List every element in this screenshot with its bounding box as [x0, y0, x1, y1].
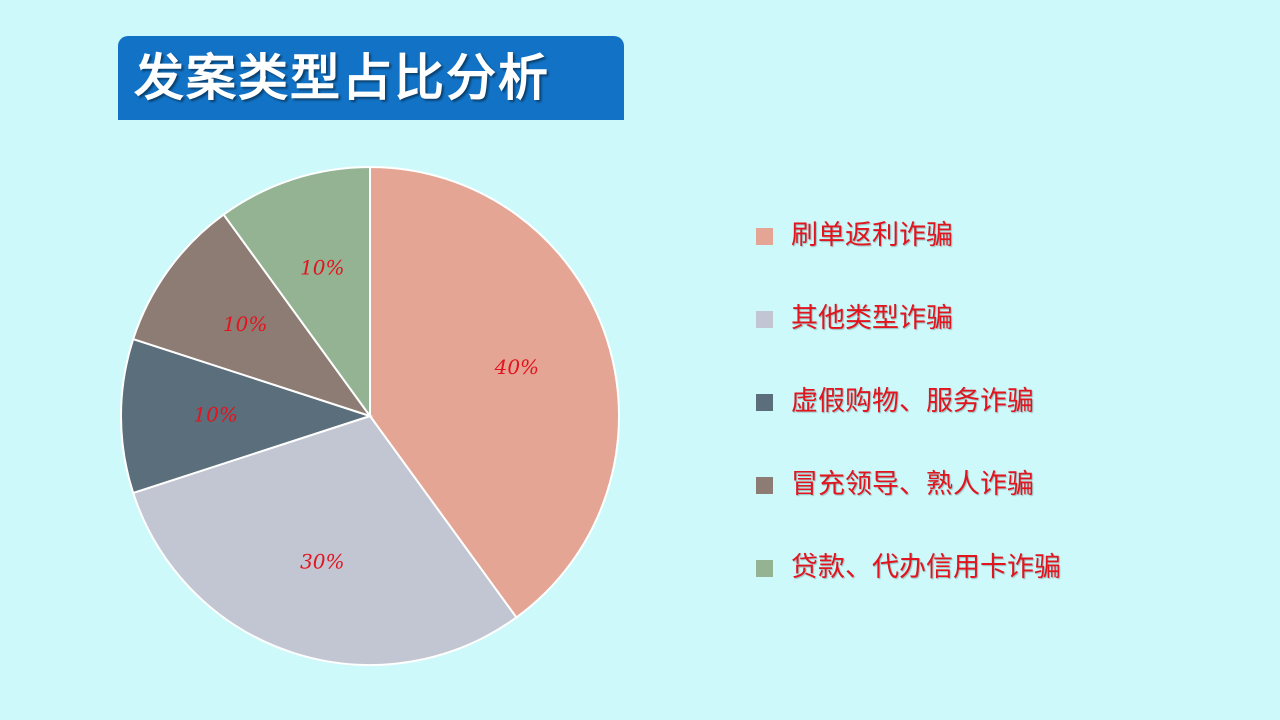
legend-swatch — [756, 311, 773, 328]
legend-swatch — [756, 477, 773, 494]
pie-slice-3 — [120, 337, 374, 495]
page-title: 发案类型占比分析 — [134, 49, 550, 107]
chart-legend: 刷单返利诈骗 其他类型诈骗虚假购物、服务诈骗 冒充领导、熟人诈骗 贷款、代办信用卡诈骗 — [756, 216, 1061, 631]
legend-item-2: 其他类型诈骗 — [756, 299, 1061, 382]
pie-slice-2 — [131, 414, 518, 666]
legend-label: 其他类型诈骗 — [791, 303, 953, 334]
pie-slice-5 — [222, 165, 371, 420]
data-label-2: 30% — [300, 549, 344, 573]
legend-item-4: 冒充领导、熟人诈骗 — [756, 465, 1061, 548]
pie-slice-4 — [131, 213, 373, 418]
legend-label: 虚假购物、服务诈骗 — [791, 386, 1034, 417]
data-label-4: 10% — [223, 312, 267, 336]
legend-label: 冒充领导、熟人诈骗 — [791, 469, 1034, 500]
legend-label: 刷单返利诈骗 — [791, 220, 953, 251]
data-label-1: 40% — [494, 355, 539, 379]
legend-item-3: 虚假购物、服务诈骗 — [756, 382, 1061, 465]
legend-swatch — [756, 560, 773, 577]
data-label-5: 10% — [300, 256, 344, 280]
legend-swatch — [756, 228, 773, 245]
legend-swatch — [756, 394, 773, 411]
title-banner: 发案类型占比分析 — [118, 36, 624, 120]
legend-item-5: 贷款、代办信用卡诈骗 — [756, 548, 1061, 631]
data-label-3: 10% — [193, 403, 237, 427]
pie-slice-1 — [369, 165, 620, 619]
legend-item-1: 刷单返利诈骗 — [756, 216, 1061, 299]
legend-label: 贷款、代办信用卡诈骗 — [791, 552, 1061, 583]
